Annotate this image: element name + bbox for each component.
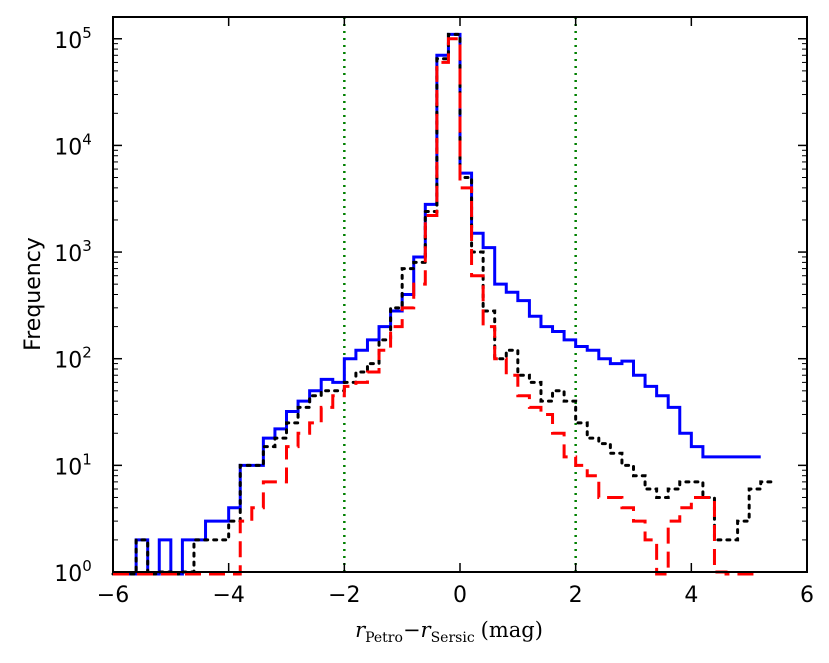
y-tick-exponent: 2 [82, 344, 92, 362]
x-tick-label-3: 0 [453, 583, 467, 608]
x-label-sub1: Petro [365, 630, 403, 646]
y-tick-base: 10 [54, 135, 82, 160]
x-tick-label-5: 4 [684, 583, 698, 608]
y-tick-exponent: 5 [82, 24, 92, 42]
y-tick-base: 10 [54, 455, 82, 480]
x-label-minus: − [403, 618, 421, 642]
y-tick-label-0: 100 [54, 557, 92, 587]
series-black-dotted [111, 32, 774, 576]
y-tick-base: 10 [54, 349, 82, 374]
plot-frame [112, 16, 808, 573]
x-label-r1: r [355, 618, 367, 642]
y-tick-label-4: 104 [54, 130, 92, 160]
y-tick-base: 10 [54, 242, 82, 267]
y-tick-exponent: 3 [82, 237, 92, 255]
y-tick-exponent: 4 [82, 130, 92, 148]
x-tick-label-1: −4 [212, 583, 244, 608]
y-tick-base: 10 [54, 562, 82, 587]
x-label-r2: r [421, 618, 433, 642]
y-tick-label-2: 102 [54, 344, 92, 374]
series-red-dashed [113, 37, 761, 576]
y-tick-exponent: 0 [82, 557, 92, 575]
x-label-units: (mag) [481, 618, 543, 642]
histogram-series [111, 32, 774, 576]
y-axis-label: Frequency [21, 237, 46, 351]
x-tick-label-2: −2 [328, 583, 360, 608]
x-label-sub2: Sersic [431, 630, 475, 646]
x-tick-label-0: −6 [97, 583, 129, 608]
x-tick-label-6: 6 [800, 583, 814, 608]
x-axis-label: rPetro−rSersic (mag) [355, 618, 543, 646]
y-tick-exponent: 1 [82, 450, 92, 468]
x-tick-labels: −6 −4 −2 0 2 4 6 [97, 583, 814, 608]
y-tick-label-3: 103 [54, 237, 92, 267]
reference-lines [343, 17, 577, 572]
x-tick-label-4: 2 [569, 583, 583, 608]
y-tick-label-1: 101 [54, 450, 92, 480]
y-tick-base: 10 [54, 29, 82, 54]
y-tick-label-5: 105 [54, 24, 92, 54]
